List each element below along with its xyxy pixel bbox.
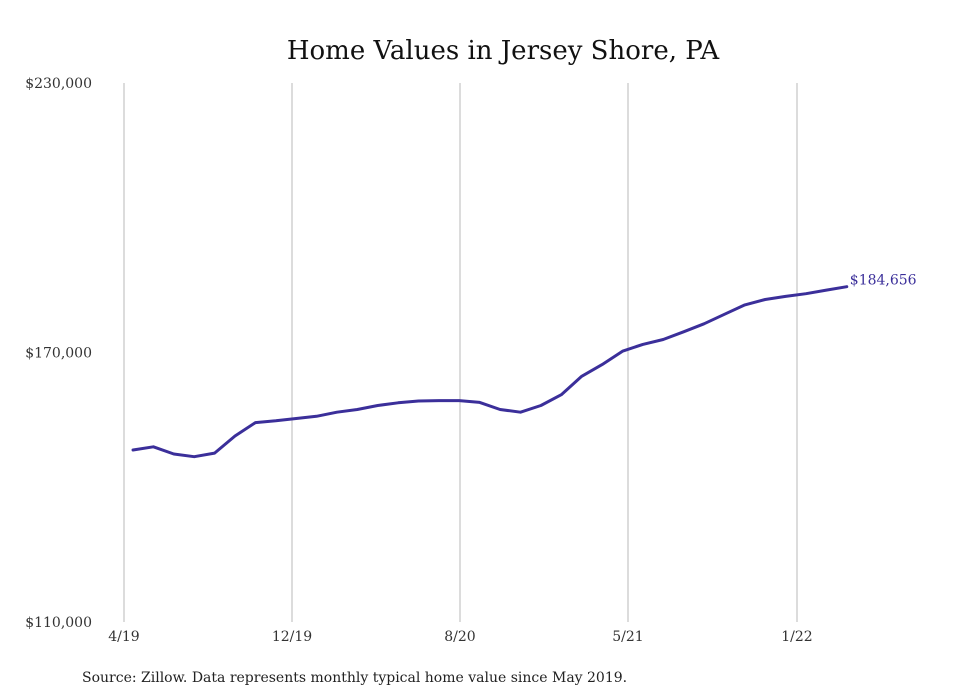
y-tick-label: $110,000 (25, 615, 92, 631)
end-value-label: $184,656 (850, 273, 917, 289)
x-tick-label: 5/21 (612, 629, 643, 645)
x-tick-label: 1/22 (781, 629, 812, 645)
x-tick-label: 12/19 (272, 629, 312, 645)
y-tick-label: $230,000 (25, 76, 92, 92)
y-tick-label: $170,000 (25, 346, 92, 362)
x-tick-label: 4/19 (108, 629, 139, 645)
grid-lines (123, 83, 798, 622)
x-tick-label: 8/20 (444, 629, 475, 645)
series-layer: $184,656 (131, 273, 917, 459)
y-axis: $110,000 $170,000 $230,000 (25, 76, 92, 631)
series-line (131, 285, 849, 459)
x-axis: 4/19 12/19 8/20 5/21 1/22 (108, 629, 812, 645)
source-note: Source: Zillow. Data represents monthly … (82, 670, 627, 686)
chart-title: Home Values in Jersey Shore, PA (287, 36, 720, 66)
